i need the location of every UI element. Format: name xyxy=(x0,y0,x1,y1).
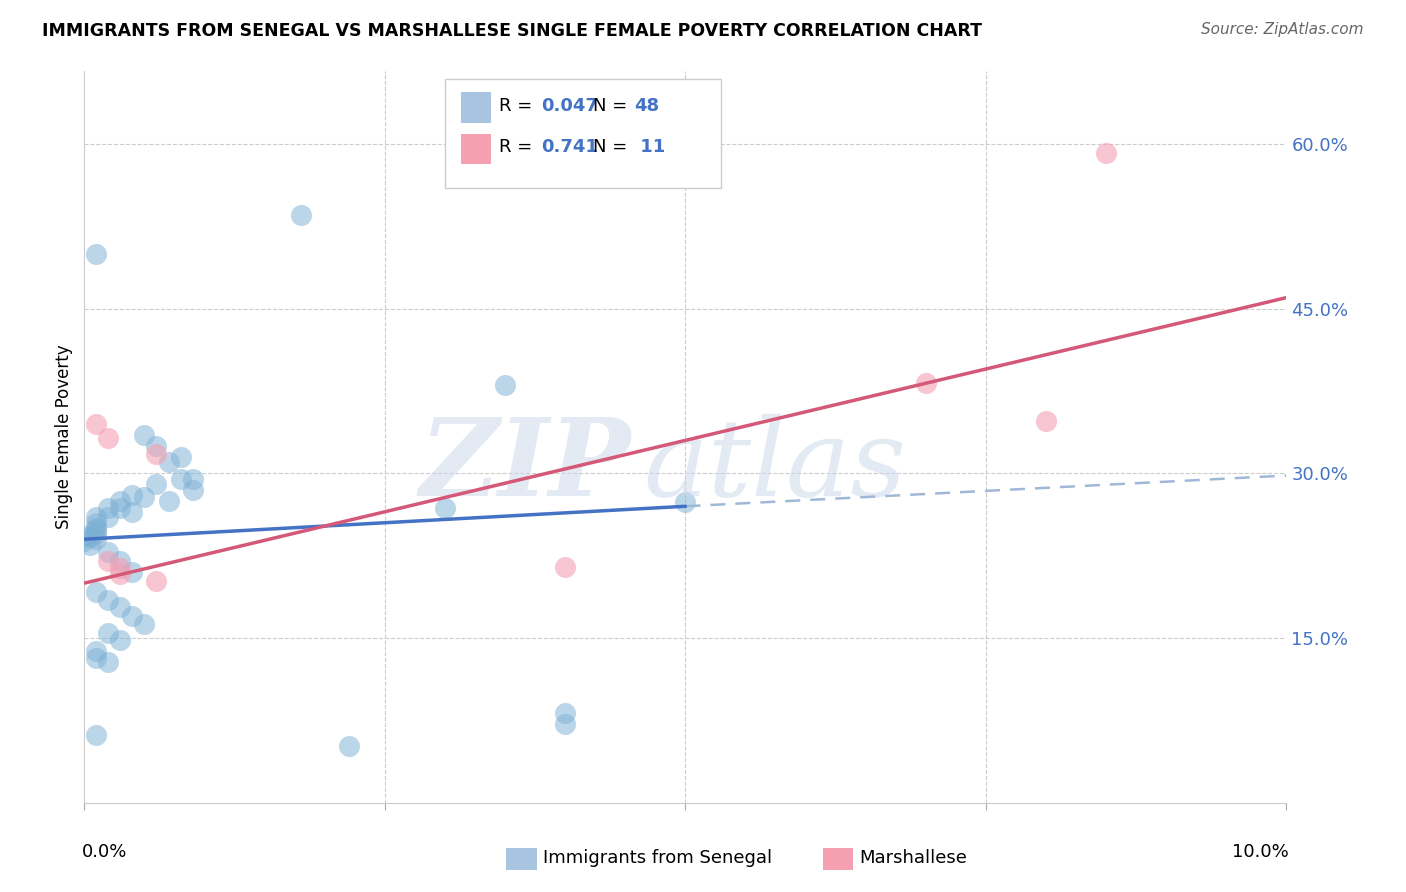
Text: ZIP: ZIP xyxy=(420,413,631,519)
Point xyxy=(110,633,132,648)
Point xyxy=(86,644,108,658)
Point xyxy=(181,472,204,486)
Point xyxy=(97,545,120,559)
Point xyxy=(1035,414,1057,428)
Point xyxy=(554,706,576,720)
Text: N =: N = xyxy=(593,96,633,115)
Text: 0.741: 0.741 xyxy=(541,137,598,156)
Point xyxy=(86,521,108,535)
Point xyxy=(73,529,96,543)
Point xyxy=(86,533,108,547)
Point xyxy=(169,450,191,464)
Point xyxy=(86,510,108,524)
Text: R =: R = xyxy=(499,137,544,156)
Text: 48: 48 xyxy=(634,96,659,115)
Point xyxy=(121,488,143,502)
Point xyxy=(121,609,143,624)
Point xyxy=(134,428,156,442)
Point xyxy=(97,501,120,516)
Point xyxy=(97,510,120,524)
Text: Source: ZipAtlas.com: Source: ZipAtlas.com xyxy=(1201,22,1364,37)
Text: 10.0%: 10.0% xyxy=(1232,843,1289,861)
Point xyxy=(86,585,108,599)
Point xyxy=(86,650,108,665)
FancyBboxPatch shape xyxy=(446,78,721,188)
Point xyxy=(434,501,457,516)
Point xyxy=(79,530,101,544)
Point xyxy=(337,739,360,753)
Text: 11: 11 xyxy=(634,137,665,156)
Point xyxy=(97,625,120,640)
Point xyxy=(675,495,697,509)
Text: Marshallese: Marshallese xyxy=(859,849,967,867)
Point xyxy=(290,208,312,222)
Point xyxy=(121,565,143,579)
Point xyxy=(157,455,180,469)
Point xyxy=(145,439,167,453)
Point xyxy=(145,446,167,460)
Point xyxy=(554,559,576,574)
Y-axis label: Single Female Poverty: Single Female Poverty xyxy=(55,345,73,529)
Point xyxy=(110,493,132,508)
Text: atlas: atlas xyxy=(644,414,907,519)
Point xyxy=(1095,145,1118,160)
Point xyxy=(494,378,516,392)
Point xyxy=(97,431,120,445)
Bar xyxy=(461,92,491,122)
Point xyxy=(110,567,132,582)
Point xyxy=(145,574,167,588)
Text: R =: R = xyxy=(499,96,538,115)
Point xyxy=(110,554,132,568)
Text: 0.0%: 0.0% xyxy=(82,843,128,861)
Point xyxy=(86,526,108,541)
Point xyxy=(86,524,108,538)
Text: N =: N = xyxy=(593,137,633,156)
Point xyxy=(134,616,156,631)
Point xyxy=(915,376,938,391)
Point xyxy=(110,561,132,575)
Bar xyxy=(461,134,491,164)
Point xyxy=(145,477,167,491)
Point xyxy=(110,501,132,516)
Text: 0.047: 0.047 xyxy=(541,96,598,115)
Point xyxy=(181,483,204,497)
Point xyxy=(97,554,120,568)
Point xyxy=(97,655,120,669)
Point xyxy=(121,505,143,519)
Text: IMMIGRANTS FROM SENEGAL VS MARSHALLESE SINGLE FEMALE POVERTY CORRELATION CHART: IMMIGRANTS FROM SENEGAL VS MARSHALLESE S… xyxy=(42,22,983,40)
Point xyxy=(110,600,132,615)
Point xyxy=(73,534,96,549)
Point xyxy=(97,592,120,607)
Point xyxy=(134,491,156,505)
Point xyxy=(157,493,180,508)
Point xyxy=(554,716,576,731)
Point xyxy=(86,728,108,742)
Text: Immigrants from Senegal: Immigrants from Senegal xyxy=(543,849,772,867)
Point xyxy=(79,538,101,552)
Point xyxy=(86,246,108,260)
Point xyxy=(169,472,191,486)
Point xyxy=(86,417,108,431)
Point xyxy=(86,516,108,530)
